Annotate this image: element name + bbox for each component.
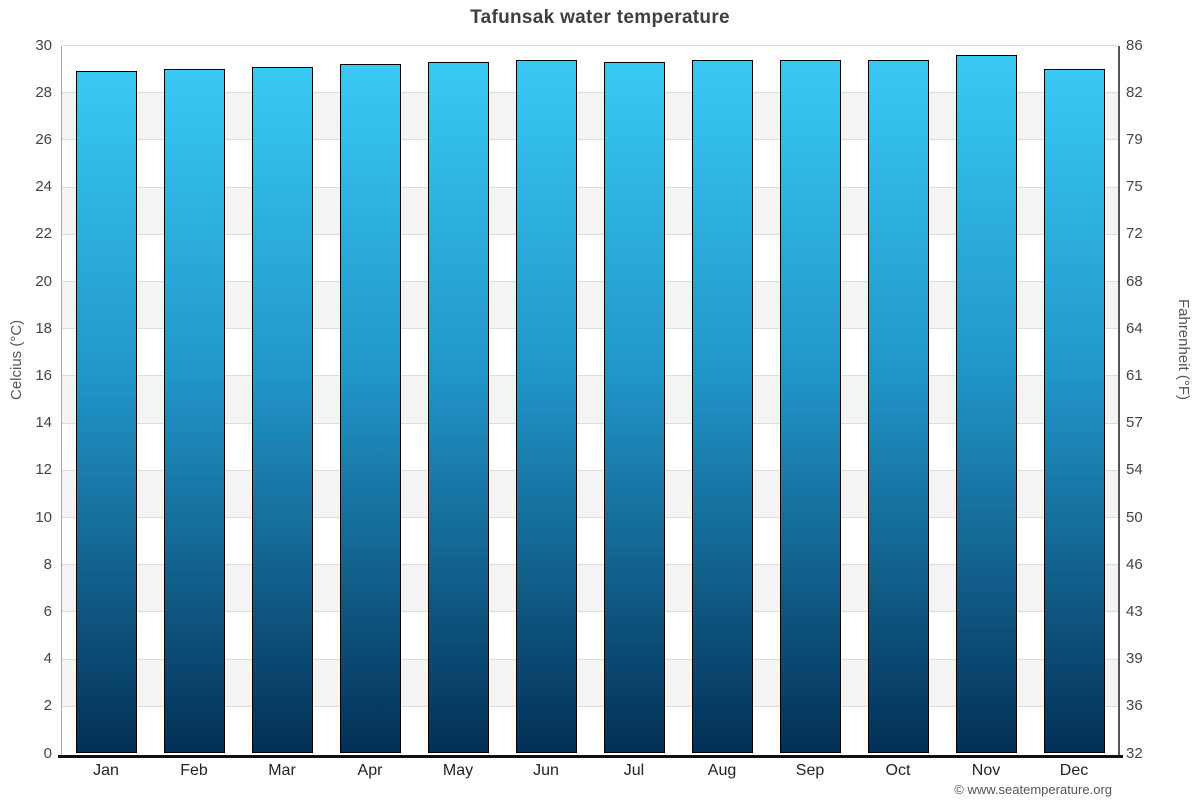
gridline-16 <box>62 375 1118 377</box>
plot-band-28-26 <box>62 92 1118 140</box>
plot-band-20-18 <box>62 281 1118 329</box>
chart-title: Tafunsak water temperature <box>470 7 730 28</box>
celsius-tick-24: 24 <box>35 178 52 196</box>
x-axis-line <box>58 755 1123 758</box>
plot-band-18-16 <box>62 328 1118 376</box>
celsius-tick-0: 0 <box>43 744 52 762</box>
gridline-26 <box>62 139 1118 141</box>
gridline-30 <box>62 45 1118 46</box>
celsius-tick-28: 28 <box>35 83 52 101</box>
bar-jul[interactable] <box>603 62 665 754</box>
month-label-aug: Aug <box>707 762 737 779</box>
celsius-tick-6: 6 <box>43 602 52 620</box>
bar-feb[interactable] <box>163 69 225 754</box>
plot-band-14-12 <box>62 423 1118 471</box>
fahrenheit-tick-54: 54 <box>1126 461 1143 479</box>
fahrenheit-tick-86: 86 <box>1126 36 1143 54</box>
month-label-jan: Jan <box>93 762 119 779</box>
gridline-12 <box>62 469 1118 471</box>
month-label-oct: Oct <box>885 762 911 779</box>
gridline-10 <box>62 517 1118 518</box>
fahrenheit-tick-50: 50 <box>1126 508 1143 526</box>
month-label-feb: Feb <box>180 762 208 779</box>
fahrenheit-tick-64: 64 <box>1126 319 1143 337</box>
celsius-tick-16: 16 <box>35 366 52 384</box>
copyright-link[interactable]: © www.seatemperature.org <box>954 782 1112 797</box>
bar-may[interactable] <box>427 62 489 754</box>
fahrenheit-tick-72: 72 <box>1126 225 1143 243</box>
fahrenheit-tick-61: 61 <box>1126 366 1143 384</box>
bar-sep[interactable] <box>779 59 841 754</box>
celsius-axis-title: Celcius (°C) <box>8 319 25 400</box>
bar-aug[interactable] <box>691 59 753 754</box>
celsius-tick-2: 2 <box>43 697 52 715</box>
fahrenheit-tick-82: 82 <box>1126 83 1143 101</box>
month-label-mar: Mar <box>268 762 296 779</box>
gridline-14 <box>62 422 1118 424</box>
celsius-tick-22: 22 <box>35 225 52 243</box>
month-label-apr: Apr <box>357 762 383 779</box>
celsius-tick-26: 26 <box>35 130 52 148</box>
month-label-jul: Jul <box>623 762 645 779</box>
gridline-28 <box>62 92 1118 94</box>
celsius-tick-14: 14 <box>35 414 52 432</box>
celsius-tick-30: 30 <box>35 36 52 54</box>
plot-band-12-10 <box>62 470 1118 518</box>
fahrenheit-tick-75: 75 <box>1126 178 1143 196</box>
fahrenheit-tick-46: 46 <box>1126 555 1143 573</box>
bar-dec[interactable] <box>1043 69 1105 754</box>
fahrenheit-tick-57: 57 <box>1126 414 1143 432</box>
fahrenheit-tick-32: 32 <box>1126 744 1143 762</box>
gridline-2 <box>62 705 1118 707</box>
plot-band-6-4 <box>62 611 1118 660</box>
gridline-20 <box>62 281 1118 282</box>
bar-nov[interactable] <box>955 54 1017 754</box>
celsius-tick-12: 12 <box>35 461 52 479</box>
plot-band-22-20 <box>62 234 1118 282</box>
bar-oct[interactable] <box>867 59 929 754</box>
celsius-axis-line <box>60 45 62 756</box>
bar-mar[interactable] <box>251 66 313 754</box>
bar-jan[interactable] <box>75 71 137 754</box>
plot-band-10-8 <box>62 517 1118 565</box>
fahrenheit-tick-43: 43 <box>1126 602 1143 620</box>
gridline-24 <box>62 186 1118 188</box>
gridline-6 <box>62 611 1118 613</box>
gridline-22 <box>62 233 1118 235</box>
celsius-tick-4: 4 <box>43 650 52 668</box>
month-label-dec: Dec <box>1059 762 1089 779</box>
plot-band-4-2 <box>62 659 1118 707</box>
month-label-nov: Nov <box>971 762 1001 779</box>
month-label-sep: Sep <box>795 762 825 779</box>
fahrenheit-axis-line <box>1118 45 1120 756</box>
bar-jun[interactable] <box>515 59 577 754</box>
bar-apr[interactable] <box>339 64 401 754</box>
plot-band-30-28 <box>62 45 1118 93</box>
fahrenheit-tick-39: 39 <box>1126 650 1143 668</box>
plot-band-26-24 <box>62 139 1118 188</box>
gridline-4 <box>62 658 1118 660</box>
celsius-tick-18: 18 <box>35 319 52 337</box>
fahrenheit-axis-title: Fahrenheit (°F) <box>1175 298 1192 400</box>
plot-band-2-0 <box>62 706 1118 754</box>
plot-band-8-6 <box>62 564 1118 612</box>
month-label-may: May <box>442 762 474 779</box>
plot-band-24-22 <box>62 187 1118 235</box>
fahrenheit-tick-36: 36 <box>1126 697 1143 715</box>
celsius-tick-20: 20 <box>35 272 52 290</box>
month-label-jun: Jun <box>533 762 559 779</box>
gridline-8 <box>62 564 1118 566</box>
celsius-tick-10: 10 <box>35 508 52 526</box>
fahrenheit-tick-68: 68 <box>1126 272 1143 290</box>
celsius-tick-8: 8 <box>43 555 52 573</box>
fahrenheit-tick-79: 79 <box>1126 130 1143 148</box>
gridline-18 <box>62 328 1118 330</box>
plot-band-16-14 <box>62 375 1118 424</box>
